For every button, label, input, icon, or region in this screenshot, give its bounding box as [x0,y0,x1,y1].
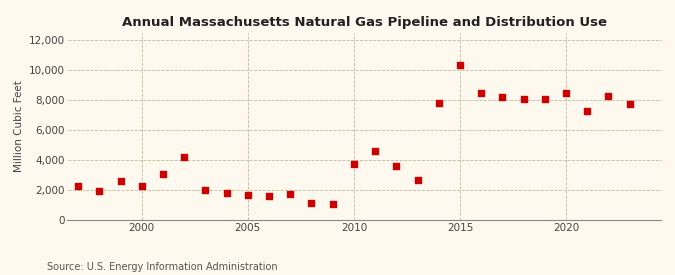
Point [433,100,444,105]
Point [454,63,465,67]
Point [518,97,529,101]
Point [285,192,296,196]
Point [348,162,359,166]
Point [412,177,423,182]
Point [179,155,190,160]
Point [327,201,338,206]
Point [136,184,147,189]
Point [624,102,635,106]
Point [603,94,614,98]
Point [264,194,275,198]
Point [200,188,211,192]
Point [221,191,232,195]
Point [242,192,253,197]
Text: Source: U.S. Energy Information Administration: Source: U.S. Energy Information Administ… [47,262,278,272]
Point [561,91,572,95]
Point [497,95,508,100]
Point [391,164,402,168]
Title: Annual Massachusetts Natural Gas Pipeline and Distribution Use: Annual Massachusetts Natural Gas Pipelin… [122,16,607,29]
Point [476,91,487,95]
Point [582,109,593,113]
Point [306,200,317,205]
Point [73,184,84,189]
Point [539,97,550,101]
Point [115,179,126,183]
Point [94,189,105,193]
Point [157,172,168,177]
Point [370,149,381,153]
Y-axis label: Million Cubic Feet: Million Cubic Feet [14,81,24,172]
